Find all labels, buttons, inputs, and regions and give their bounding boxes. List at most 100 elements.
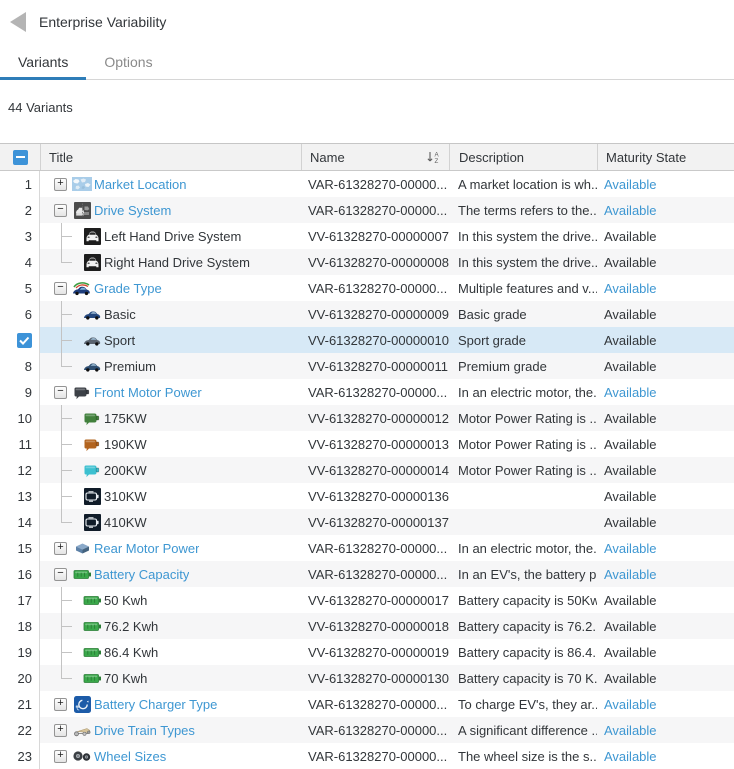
maturity-state-text: Available [604, 228, 657, 244]
column-header-title[interactable]: Title [40, 144, 301, 170]
column-header-maturity-state[interactable]: Maturity State [597, 144, 734, 170]
motor-icon [82, 461, 102, 479]
title-cell: + Wheel Sizes [40, 743, 301, 769]
variant-description: Motor Power Rating is ... [458, 462, 597, 478]
table-row[interactable]: Sport VV-61328270-00000010 Sport grade Avai… [0, 327, 734, 353]
title-cell: Right Hand Drive System [40, 249, 301, 275]
variant-description: To charge EV's, they ar... [458, 696, 597, 712]
variant-name: VAR-61328270-00000... [308, 280, 448, 296]
table-row[interactable]: 17 50 Kwh VV-61328270-00000017 Battery capa… [0, 587, 734, 613]
expand-button[interactable]: + [54, 697, 67, 711]
maturity-state-link[interactable]: Available [604, 722, 657, 738]
expand-button[interactable]: + [54, 749, 67, 763]
table-row[interactable]: 21 + Battery Charger Type VAR-61328270-0000… [0, 691, 734, 717]
svg-text:A: A [435, 152, 440, 159]
table-row[interactable]: 14 410KW VV-61328270-00000137 Available [0, 509, 734, 535]
table-row[interactable]: 8 Premium VV-61328270-00000011 Premium grad… [0, 353, 734, 379]
table-row[interactable]: 3 Left Hand Drive System VV-61328270-00000… [0, 223, 734, 249]
variant-title-link[interactable]: Wheel Sizes [94, 748, 167, 764]
tab-options[interactable]: Options [104, 54, 153, 70]
page-header: Enterprise Variability [0, 0, 734, 44]
row-number: 18 [17, 618, 32, 634]
table-row[interactable]: 4 Right Hand Drive System VV-61328270-0000… [0, 249, 734, 275]
tree-connector [61, 249, 73, 275]
collapse-button[interactable]: − [54, 567, 67, 581]
variant-title-link[interactable]: Battery Charger Type [94, 696, 218, 712]
maturity-cell: Available [597, 483, 734, 509]
table-row[interactable]: 19 86.4 Kwh VV-61328270-00000019 Battery ca… [0, 639, 734, 665]
collapse-button[interactable]: − [54, 385, 67, 399]
variant-name: VV-61328270-00000012 [308, 410, 449, 426]
back-arrow-icon[interactable] [10, 12, 26, 32]
plus-icon: + [57, 697, 64, 709]
maturity-state-link[interactable]: Available [604, 566, 657, 582]
maturity-state-link[interactable]: Available [604, 540, 657, 556]
variant-title-link[interactable]: Rear Motor Power [94, 540, 200, 556]
maturity-state-link[interactable]: Available [604, 384, 657, 400]
select-all-checkbox[interactable] [12, 149, 28, 165]
table-row[interactable]: 10 175KW VV-61328270-00000012 Motor Power R… [0, 405, 734, 431]
column-header-maturity-label: Maturity State [606, 149, 687, 165]
expand-button[interactable]: + [54, 541, 67, 555]
indeterminate-minus-icon [15, 156, 25, 158]
maturity-state-link[interactable]: Available [604, 696, 657, 712]
collapse-button[interactable]: − [54, 281, 67, 295]
table-row[interactable]: 6 Basic VV-61328270-00000009 Basic grade Ava… [0, 301, 734, 327]
table-row[interactable]: 20 70 Kwh VV-61328270-00000130 Battery capa… [0, 665, 734, 691]
variant-name: VV-61328270-00000014 [308, 462, 449, 478]
table-row[interactable]: 18 76.2 Kwh VV-61328270-00000018 Battery ca… [0, 613, 734, 639]
maturity-state-text: Available [604, 358, 657, 374]
name-cell: VV-61328270-00000018 [301, 613, 449, 639]
row-number: 4 [24, 254, 32, 270]
variant-title-link[interactable]: Drive Train Types [94, 722, 195, 738]
variant-title-link[interactable]: Battery Capacity [94, 566, 190, 582]
table-row[interactable]: 16 − Battery Capacity VAR-61328270-00000...… [0, 561, 734, 587]
variant-name: VV-61328270-00000013 [308, 436, 449, 452]
expand-button[interactable]: + [54, 723, 67, 737]
variant-title-link[interactable]: Market Location [94, 176, 187, 192]
column-header-name-label: Name [310, 149, 345, 165]
description-cell: Premium grade [449, 353, 597, 379]
variant-name: VV-61328270-00000137 [308, 514, 449, 530]
row-number-cell: 15 [0, 535, 40, 561]
table-row[interactable]: 13 310KW VV-61328270-00000136 Available [0, 483, 734, 509]
maturity-cell: Available [597, 327, 734, 353]
maturity-state-link[interactable]: Available [604, 202, 657, 218]
variant-title-text: Premium [104, 358, 157, 374]
table-row[interactable]: 15 + Rear Motor Power VAR-61328270-00000...… [0, 535, 734, 561]
table-row[interactable]: 2 − Drive System VAR-61328270-00000... The t… [0, 197, 734, 223]
table-row[interactable]: 5 − Grade Type VAR-61328270-00000... Multipl… [0, 275, 734, 301]
maturity-state-link[interactable]: Available [604, 176, 657, 192]
variant-description: Battery capacity is 86.4... [458, 644, 597, 660]
variant-description: In this system the drive... [458, 228, 597, 244]
table-row[interactable]: 11 190KW VV-61328270-00000013 Motor Power R… [0, 431, 734, 457]
description-cell: In an electric motor, the... [449, 379, 597, 405]
row-number-cell: 11 [0, 431, 40, 457]
select-all-header-cell[interactable] [0, 144, 40, 170]
variant-title-link[interactable]: Front Motor Power [94, 384, 202, 400]
variant-title-link[interactable]: Grade Type [94, 280, 162, 296]
variant-title-link[interactable]: Drive System [94, 202, 172, 218]
collapse-button[interactable]: − [54, 203, 67, 217]
description-cell: Motor Power Rating is ... [449, 431, 597, 457]
maturity-cell: Available [597, 171, 734, 197]
table-row[interactable]: 1 + Market Location VAR-61328270-00000... A … [0, 171, 734, 197]
table-row[interactable]: 9 − Front Motor Power VAR-61328270-00000...… [0, 379, 734, 405]
column-header-description[interactable]: Description [449, 144, 597, 170]
row-number-cell: 21 [0, 691, 40, 717]
variant-title-text: 70 Kwh [104, 670, 148, 686]
tab-variants[interactable]: Variants [0, 45, 87, 80]
maturity-state-link[interactable]: Available [604, 280, 657, 296]
expand-button[interactable]: + [54, 177, 67, 191]
table-row[interactable]: 12 200KW VV-61328270-00000014 Motor Power R… [0, 457, 734, 483]
row-number: 11 [18, 436, 33, 452]
car-front-icon [82, 253, 102, 271]
table-row[interactable]: 23 + Wheel Sizes VAR-61328270-00000... The w… [0, 743, 734, 769]
variant-title-text: 175KW [104, 410, 147, 426]
maturity-state-link[interactable]: Available [604, 748, 657, 764]
row-checkbox-checked[interactable] [17, 332, 32, 348]
variant-name: VV-61328270-00000018 [308, 618, 449, 634]
table-row[interactable]: 22 + Drive Train Types VAR-61328270-00000..… [0, 717, 734, 743]
